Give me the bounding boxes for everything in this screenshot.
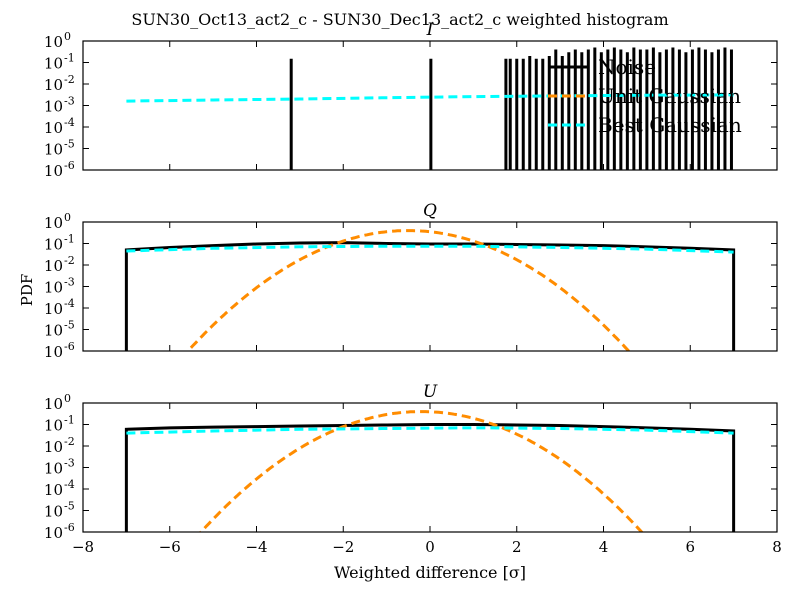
y-tick-exponent: -5 <box>64 319 75 332</box>
y-tick-exponent: -2 <box>64 254 75 267</box>
y-tick-exponent: -3 <box>64 276 75 289</box>
subplot-title: I <box>426 20 434 40</box>
x-tick-label: −6 <box>159 538 181 556</box>
y-tick-base: 10 <box>44 162 63 180</box>
y-tick-base: 10 <box>44 395 63 413</box>
y-tick-label: 10 -6 <box>44 340 75 361</box>
x-tick-label: 6 <box>685 538 695 556</box>
y-tick-label: 10 -2 <box>44 435 75 456</box>
x-tick-label: 4 <box>599 538 609 556</box>
y-tick-label: 10 -3 <box>44 457 75 478</box>
y-tick-label: 10 -5 <box>44 319 75 340</box>
y-tick-label: 10 -3 <box>44 95 75 116</box>
y-tick-exponent: -2 <box>64 435 75 448</box>
y-tick-exponent: -4 <box>64 297 75 310</box>
y-tick-exponent: -4 <box>64 478 75 491</box>
y-tick-base: 10 <box>44 119 63 137</box>
y-tick-label: 10 0 <box>44 392 71 413</box>
y-tick-exponent: -3 <box>64 95 75 108</box>
y-tick-label: 10 -1 <box>44 52 75 73</box>
y-tick-base: 10 <box>44 343 63 361</box>
noise-histogram <box>124 241 736 351</box>
y-tick-label: 10 -5 <box>44 500 75 521</box>
y-tick-label: 10 -3 <box>44 276 75 297</box>
x-axis-label: Weighted difference [σ] <box>334 563 526 582</box>
y-tick-base: 10 <box>44 503 63 521</box>
y-tick-base: 10 <box>44 438 63 456</box>
y-tick-label: 10 -1 <box>44 233 75 254</box>
y-tick-exponent: 0 <box>64 392 71 405</box>
y-tick-label: 10 -6 <box>44 159 75 180</box>
y-tick-label: 10 -6 <box>44 521 75 542</box>
y-tick-exponent: -4 <box>64 116 75 129</box>
x-tick-label: −8 <box>72 538 94 556</box>
y-tick-label: 10 -4 <box>44 297 75 318</box>
y-tick-exponent: -6 <box>64 159 75 172</box>
x-tick-label: −2 <box>332 538 354 556</box>
subplot-title: Q <box>423 201 437 221</box>
y-tick-base: 10 <box>44 322 63 340</box>
y-tick-exponent: -1 <box>64 52 75 65</box>
plot-area <box>126 47 734 170</box>
figure-title: SUN30_Oct13_act2_c - SUN30_Dec13_act2_c … <box>131 10 668 29</box>
y-tick-exponent: -5 <box>64 500 75 513</box>
y-tick-base: 10 <box>44 33 63 51</box>
y-tick-exponent: -1 <box>64 233 75 246</box>
best-gaussian-curve <box>126 426 734 435</box>
y-tick-exponent: -6 <box>64 340 75 353</box>
y-tick-label: 10 0 <box>44 30 71 51</box>
y-tick-base: 10 <box>44 236 63 254</box>
x-tick-label: 8 <box>772 538 782 556</box>
subplot-U: U−8 −6 −4 −2 0 2 4 6 810-610-510-410-310-210-110… <box>44 382 782 556</box>
legend-label: Best Gaussian <box>598 113 742 137</box>
y-axis-label: PDF <box>18 274 36 307</box>
y-tick-base: 10 <box>44 481 63 499</box>
y-tick-base: 10 <box>44 98 63 116</box>
y-tick-base: 10 <box>44 460 63 478</box>
y-tick-base: 10 <box>44 141 63 159</box>
y-tick-exponent: -2 <box>64 73 75 86</box>
best-gaussian-curve <box>126 244 734 254</box>
y-tick-label: 10 -1 <box>44 414 75 435</box>
y-tick-exponent: -1 <box>64 414 75 427</box>
legend-label: Noise <box>598 55 656 79</box>
y-tick-label: 10 -2 <box>44 73 75 94</box>
subplot-title: U <box>423 382 438 402</box>
y-tick-label: 10 -2 <box>44 254 75 275</box>
y-tick-label: 10 -4 <box>44 116 75 137</box>
y-tick-base: 10 <box>44 279 63 297</box>
y-tick-base: 10 <box>44 76 63 94</box>
plot-area <box>124 410 736 532</box>
y-tick-exponent: 0 <box>64 211 71 224</box>
y-tick-exponent: -5 <box>64 138 75 151</box>
best-gaussian-curve <box>126 93 734 103</box>
y-tick-base: 10 <box>44 214 63 232</box>
plot-area <box>124 229 736 351</box>
y-tick-exponent: -3 <box>64 457 75 470</box>
noise-histogram <box>124 423 736 532</box>
y-tick-base: 10 <box>44 55 63 73</box>
y-tick-exponent: 0 <box>64 30 71 43</box>
y-tick-exponent: -6 <box>64 521 75 534</box>
y-tick-label: 10 -4 <box>44 478 75 499</box>
y-tick-base: 10 <box>44 417 63 435</box>
y-tick-label: 10 -5 <box>44 138 75 159</box>
y-tick-base: 10 <box>44 524 63 542</box>
legend-label: Unit Gaussian <box>598 84 741 108</box>
x-tick-label: −4 <box>245 538 267 556</box>
x-tick-label: 0 <box>425 538 435 556</box>
y-tick-base: 10 <box>44 257 63 275</box>
y-tick-base: 10 <box>44 300 63 318</box>
x-tick-label: 2 <box>512 538 522 556</box>
legend: Noise Unit Gaussian Best Gaussian <box>548 55 742 137</box>
y-tick-label: 10 0 <box>44 211 71 232</box>
